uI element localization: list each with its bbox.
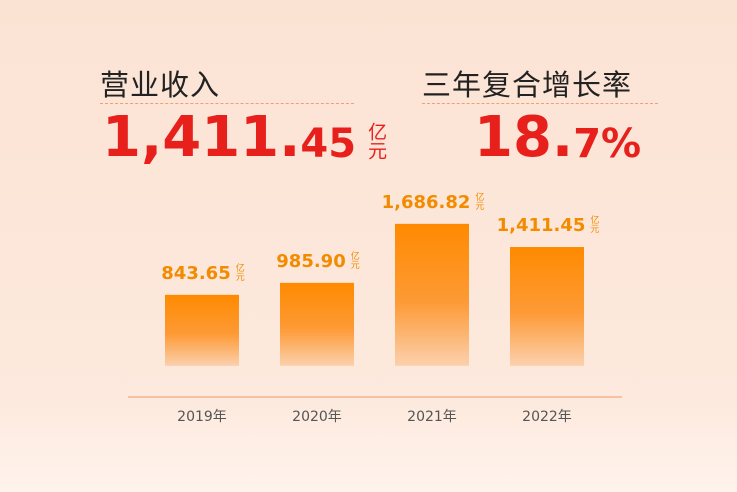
x-tick-label: 2020年 xyxy=(292,409,342,425)
bar xyxy=(510,247,584,366)
value-label: 1,411.45 亿元 xyxy=(496,215,599,237)
x-tick-label: 2019年 xyxy=(177,409,227,425)
divider xyxy=(422,103,658,104)
value-unit: 亿元 xyxy=(233,262,244,281)
value-label: 1,686.82 亿元 xyxy=(381,191,484,213)
bar xyxy=(395,223,469,366)
value-label: 843.65 亿元 xyxy=(161,262,244,284)
value-label: 985.90 亿元 xyxy=(276,250,359,272)
value-text: 1,686.82 xyxy=(381,191,471,213)
value-unit: 亿元 xyxy=(473,191,484,210)
left-value: 1,411. 45 亿元 xyxy=(102,105,388,170)
bar xyxy=(280,282,354,366)
unit: 亿元 xyxy=(365,122,388,160)
value-text: 1,411.45 xyxy=(496,215,586,237)
divider xyxy=(100,103,354,104)
value-decimal: 45 xyxy=(300,121,357,167)
right-value: 18. 7% xyxy=(474,108,641,168)
x-tick-label: 2021年 xyxy=(407,409,457,425)
left-title: 营业收入 xyxy=(100,68,221,102)
value-text: 843.65 xyxy=(161,262,231,284)
value-decimal: 7% xyxy=(573,121,642,167)
value-unit: 亿元 xyxy=(348,250,359,269)
value-unit: 亿元 xyxy=(588,215,599,234)
x-tick-label: 2022年 xyxy=(522,409,572,425)
right-title: 三年复合增长率 xyxy=(422,68,633,102)
value-text: 985.90 xyxy=(276,250,346,272)
value-main: 18. xyxy=(474,105,574,170)
bar xyxy=(165,294,239,366)
value-main: 1,411. xyxy=(102,105,301,170)
